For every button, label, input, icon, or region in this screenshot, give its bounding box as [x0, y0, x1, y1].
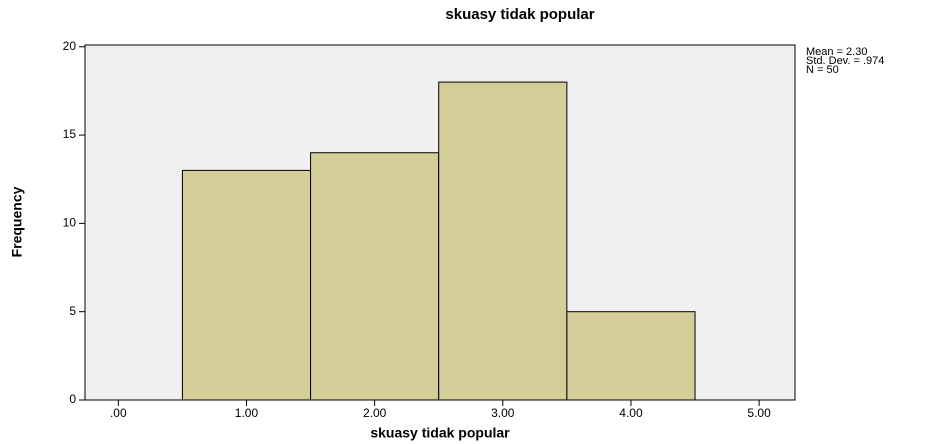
- y-tick-label: 15: [63, 127, 77, 141]
- x-tick-label: 2.00: [363, 406, 387, 420]
- bar: [438, 81, 568, 401]
- y-tick-label: 0: [69, 392, 76, 406]
- bar: [310, 152, 440, 401]
- x-tick-label: 5.00: [747, 406, 771, 420]
- y-axis-label: Frequency: [9, 186, 25, 257]
- bar: [566, 311, 696, 401]
- stat-annotation: Mean = 2.30: [806, 46, 867, 58]
- x-tick-label: 1.00: [235, 406, 259, 420]
- y-tick-label: 20: [63, 39, 77, 53]
- y-tick-label: 10: [63, 216, 77, 230]
- stat-annotation: N = 50: [806, 64, 839, 76]
- x-axis-label: skuasy tidak popular: [370, 425, 510, 441]
- y-tick-label: 5: [69, 304, 76, 318]
- chart-title: skuasy tidak popular: [445, 6, 594, 23]
- stat-annotation: Std. Dev. = .974: [806, 55, 884, 67]
- x-tick-label: .00: [110, 406, 127, 420]
- bar: [181, 169, 312, 401]
- x-tick-label: 3.00: [491, 406, 515, 420]
- x-tick-label: 4.00: [619, 406, 643, 420]
